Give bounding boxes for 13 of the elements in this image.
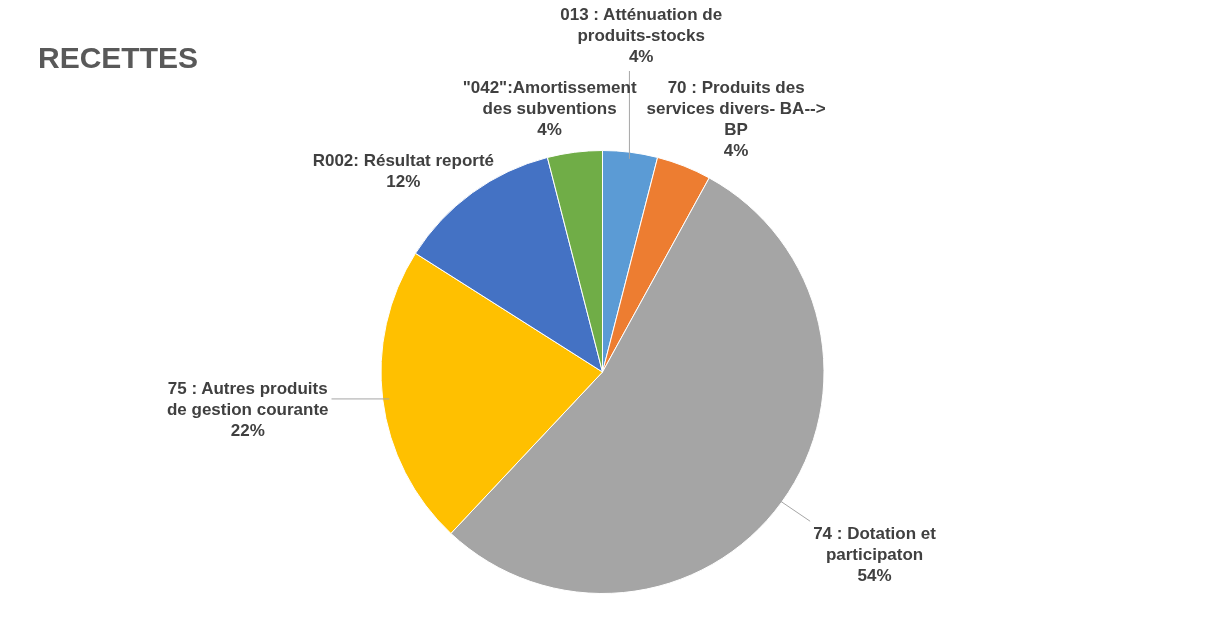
data-label: 22% bbox=[230, 420, 265, 440]
slice-label: 74 : Dotation et participaton bbox=[813, 524, 937, 565]
data-label: 54% bbox=[857, 566, 892, 586]
data-label: 12% bbox=[386, 172, 421, 192]
data-label: 4% bbox=[628, 47, 654, 67]
data-label: 4% bbox=[723, 141, 749, 161]
slice-label: 013 : Atténuation de produits-stocks bbox=[560, 5, 723, 46]
text: RECETTES bbox=[38, 41, 199, 75]
slice-label: 70 : Produits des services divers- BA--> BP bbox=[646, 78, 826, 140]
slice-label: R002: Résultat reporté bbox=[312, 151, 495, 171]
data-label: 4% bbox=[537, 120, 562, 140]
slice-label: 75 : Autres produits de gestion courante bbox=[166, 378, 329, 419]
slice-label: "042":Amortissement des subventions bbox=[462, 78, 637, 119]
